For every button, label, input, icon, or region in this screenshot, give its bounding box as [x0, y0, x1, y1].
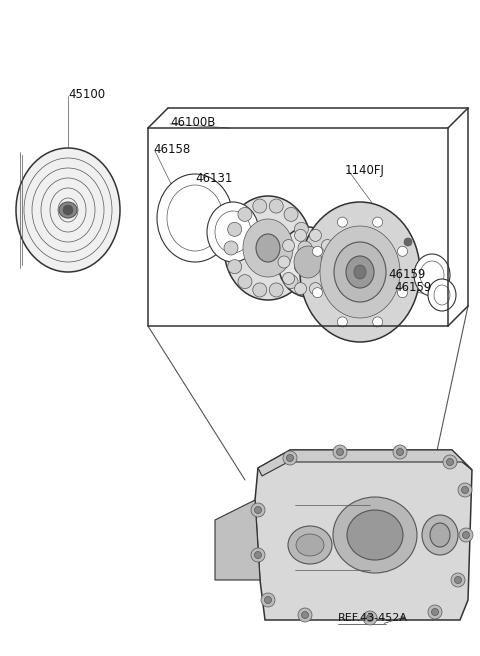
Ellipse shape [420, 261, 444, 289]
Circle shape [283, 272, 295, 285]
Circle shape [367, 615, 373, 621]
Circle shape [310, 283, 322, 295]
Text: 1140FJ: 1140FJ [345, 164, 385, 177]
Ellipse shape [167, 185, 223, 251]
Circle shape [294, 222, 308, 236]
Circle shape [428, 605, 442, 619]
Ellipse shape [414, 254, 450, 296]
Text: 46158: 46158 [153, 143, 190, 156]
Ellipse shape [63, 205, 73, 215]
Circle shape [228, 260, 241, 274]
Ellipse shape [157, 174, 233, 262]
Text: REF.43-452A: REF.43-452A [338, 613, 408, 623]
Circle shape [451, 573, 465, 587]
Ellipse shape [207, 202, 259, 262]
Circle shape [404, 238, 412, 246]
Circle shape [396, 449, 404, 455]
Circle shape [463, 531, 469, 539]
Circle shape [326, 256, 338, 268]
Ellipse shape [422, 515, 458, 555]
Circle shape [254, 506, 262, 514]
Circle shape [254, 552, 262, 558]
Circle shape [322, 239, 334, 251]
Ellipse shape [320, 226, 400, 318]
Circle shape [312, 247, 323, 256]
Circle shape [310, 230, 322, 241]
Circle shape [397, 247, 408, 256]
Text: 46131: 46131 [195, 172, 232, 185]
Circle shape [284, 207, 298, 221]
Circle shape [287, 455, 293, 462]
Circle shape [446, 459, 454, 466]
Circle shape [283, 239, 295, 251]
Circle shape [322, 272, 334, 285]
Ellipse shape [430, 523, 450, 547]
Circle shape [295, 230, 307, 241]
Circle shape [393, 445, 407, 459]
Circle shape [432, 609, 439, 615]
Circle shape [336, 449, 344, 455]
Circle shape [372, 317, 383, 327]
Circle shape [261, 593, 275, 607]
Ellipse shape [288, 526, 332, 564]
Circle shape [312, 288, 323, 298]
Ellipse shape [300, 202, 420, 342]
Ellipse shape [215, 211, 251, 253]
Circle shape [461, 487, 468, 493]
Circle shape [295, 283, 307, 295]
Ellipse shape [354, 265, 366, 279]
Circle shape [278, 256, 290, 268]
Circle shape [253, 199, 267, 213]
Circle shape [228, 222, 241, 236]
Text: 46159: 46159 [394, 281, 432, 294]
Circle shape [253, 283, 267, 297]
Ellipse shape [296, 534, 324, 556]
Circle shape [284, 275, 298, 289]
Polygon shape [255, 450, 472, 620]
Ellipse shape [346, 256, 374, 288]
Circle shape [294, 260, 308, 274]
Circle shape [224, 241, 238, 255]
Ellipse shape [428, 279, 456, 311]
Ellipse shape [243, 219, 293, 277]
Circle shape [283, 451, 297, 465]
Ellipse shape [434, 285, 450, 305]
Circle shape [397, 288, 408, 298]
Circle shape [238, 275, 252, 289]
Circle shape [372, 217, 383, 227]
Text: 45100: 45100 [68, 88, 105, 101]
Circle shape [298, 608, 312, 622]
Circle shape [251, 503, 265, 517]
Circle shape [251, 548, 265, 562]
Ellipse shape [294, 246, 322, 278]
Circle shape [269, 199, 283, 213]
Circle shape [455, 577, 461, 583]
Ellipse shape [333, 497, 417, 573]
Circle shape [458, 483, 472, 497]
Circle shape [443, 455, 457, 469]
Circle shape [298, 241, 312, 255]
Ellipse shape [224, 196, 312, 300]
Text: 46159: 46159 [388, 268, 425, 281]
Polygon shape [258, 450, 472, 476]
Ellipse shape [59, 202, 77, 218]
Circle shape [337, 317, 348, 327]
Circle shape [264, 596, 272, 604]
Ellipse shape [334, 242, 386, 302]
Ellipse shape [347, 510, 403, 560]
Polygon shape [215, 500, 260, 580]
Circle shape [337, 217, 348, 227]
Ellipse shape [278, 227, 338, 297]
Circle shape [363, 611, 377, 625]
Circle shape [333, 445, 347, 459]
Ellipse shape [256, 234, 280, 262]
Text: 46100B: 46100B [170, 116, 216, 129]
Circle shape [238, 207, 252, 221]
Circle shape [269, 283, 283, 297]
Ellipse shape [16, 148, 120, 272]
Circle shape [301, 611, 309, 619]
Circle shape [459, 528, 473, 542]
